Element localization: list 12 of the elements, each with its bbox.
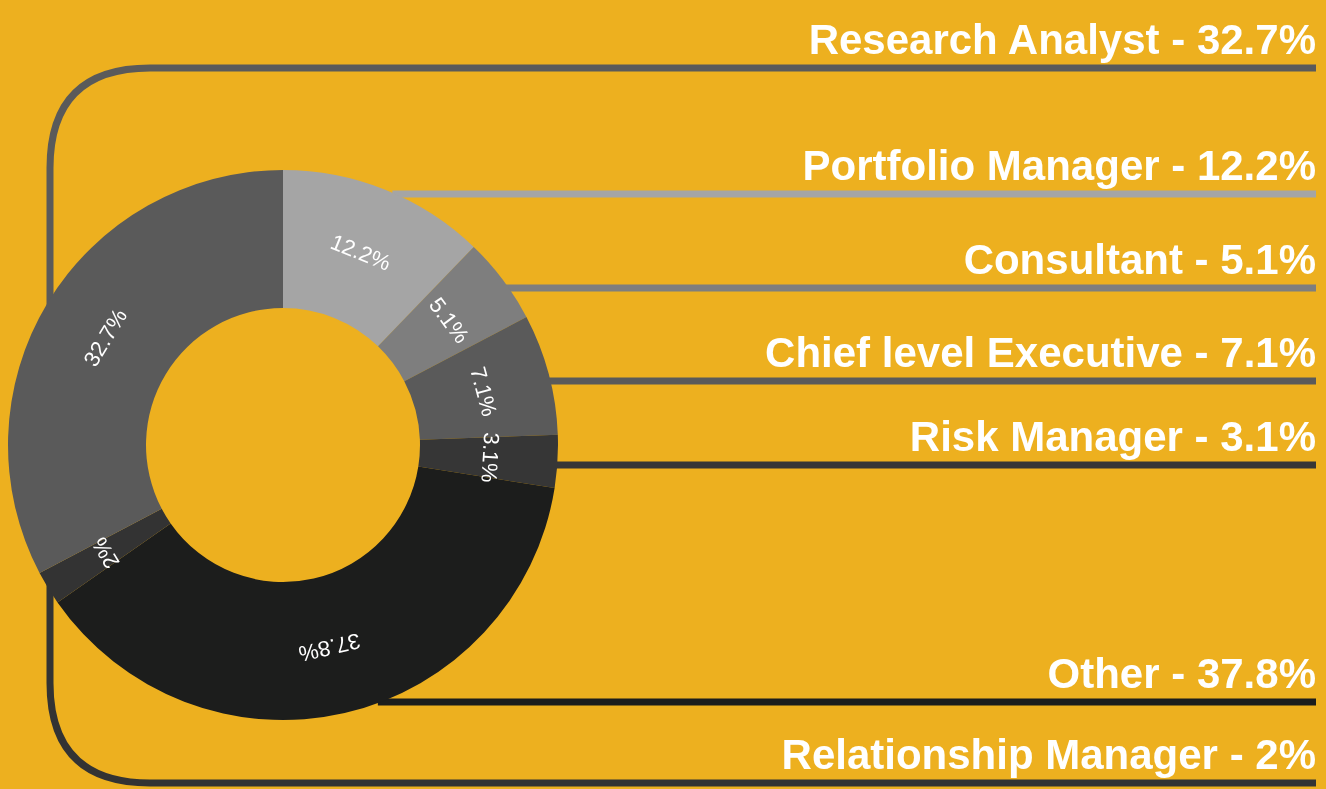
data-label: 3.1% xyxy=(476,431,505,484)
data-label: 37.8% xyxy=(296,628,363,667)
slice-label: Research Analyst - 32.7% xyxy=(808,16,1316,63)
slice-label: Relationship Manager - 2% xyxy=(781,731,1316,778)
data-label: 2% xyxy=(86,532,125,574)
slice-label: Chief level Executive - 7.1% xyxy=(765,329,1316,376)
slice-label: Portfolio Manager - 12.2% xyxy=(802,142,1316,189)
data-label: 12.2% xyxy=(327,229,395,276)
slice-label: Risk Manager - 3.1% xyxy=(909,413,1316,460)
data-label: 7.1% xyxy=(465,364,503,419)
slice-label: Consultant - 5.1% xyxy=(963,236,1316,283)
slice-label: Other - 37.8% xyxy=(1047,650,1316,697)
